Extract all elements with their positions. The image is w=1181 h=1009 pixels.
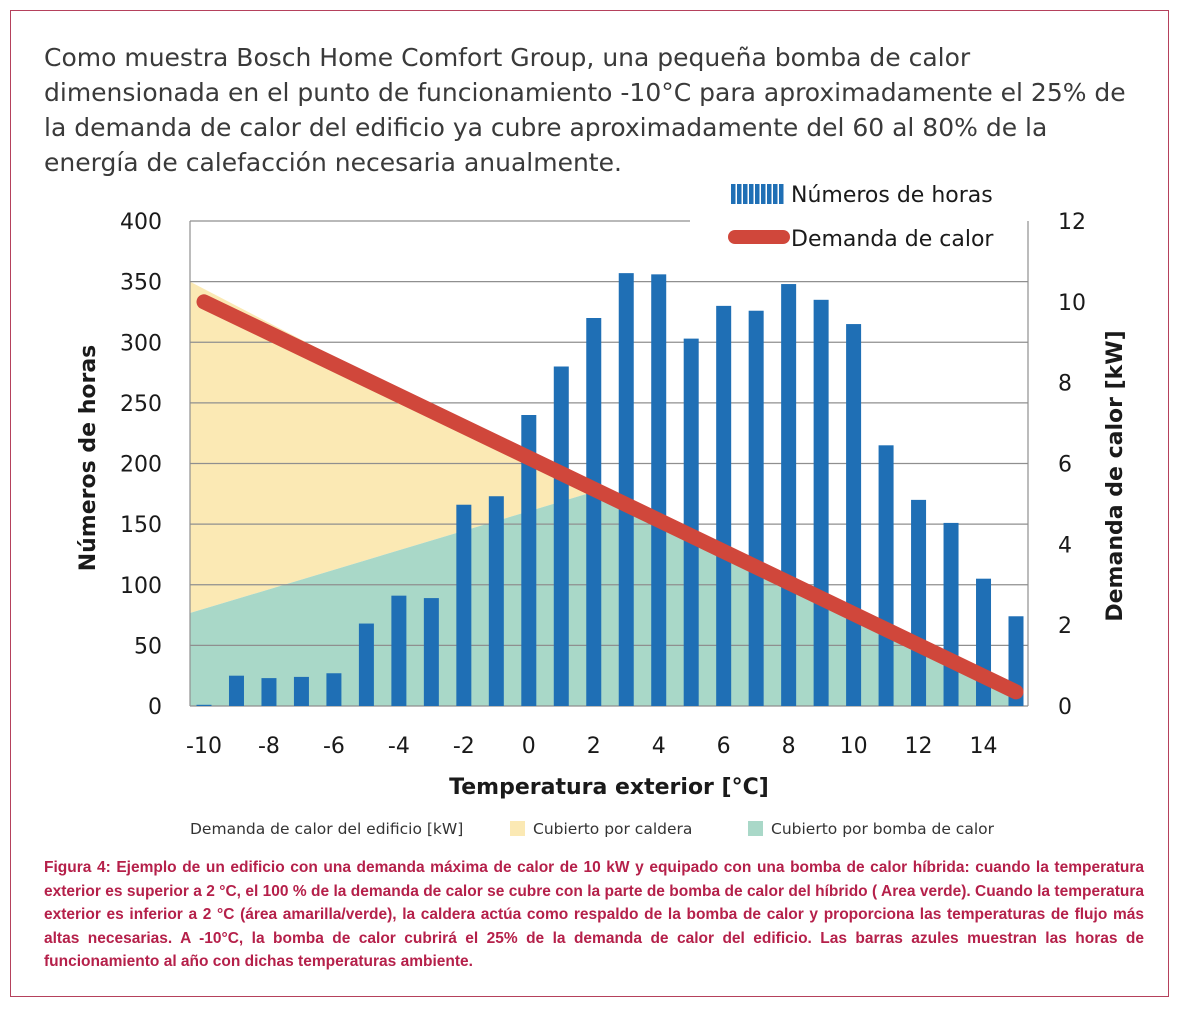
bar--4 bbox=[391, 595, 407, 706]
x-tick-label: 12 bbox=[905, 734, 933, 759]
hours-bars bbox=[196, 273, 1024, 706]
legend-demand-label: Demanda de calor bbox=[791, 227, 994, 252]
bar--3 bbox=[423, 598, 439, 706]
bar-1 bbox=[553, 366, 569, 706]
legend-hours-swatch bbox=[773, 184, 778, 204]
figure-caption: Figura 4: Ejemplo de un edificio con una… bbox=[44, 856, 1144, 974]
caption-text: Ejemplo de un edificio con una demanda m… bbox=[44, 859, 1144, 970]
legend-bomba-label: Cubierto por bomba de calor bbox=[771, 820, 995, 838]
bar-9 bbox=[813, 299, 829, 706]
legend-hours-swatch bbox=[761, 184, 766, 204]
x-axis-title: Temperatura exterior [°C] bbox=[449, 775, 769, 800]
bar-2 bbox=[586, 318, 602, 706]
legend-hours-swatch bbox=[755, 184, 760, 204]
legend-item-hours: Números de horas bbox=[731, 183, 993, 208]
legend-bomba-swatch bbox=[748, 821, 763, 836]
bar-5 bbox=[683, 338, 699, 706]
legend-hours-swatch bbox=[749, 184, 754, 204]
bar--6 bbox=[326, 673, 342, 706]
bar--8 bbox=[261, 678, 277, 706]
x-tick-label: 14 bbox=[970, 734, 998, 759]
y-tick-label: 400 bbox=[120, 210, 162, 235]
y2-tick-label: 8 bbox=[1058, 372, 1072, 397]
bar-4 bbox=[651, 274, 667, 706]
x-tick-label: -2 bbox=[453, 734, 475, 759]
y2-tick-label: 10 bbox=[1058, 291, 1086, 316]
legend-top: Números de horas Demanda de calor bbox=[728, 183, 994, 252]
y2-tick-label: 6 bbox=[1058, 453, 1072, 478]
area-cubierto-por-caldera bbox=[190, 281, 594, 614]
bar--9 bbox=[228, 675, 244, 706]
x-tick-label: -8 bbox=[258, 734, 280, 759]
x-tick-label: -4 bbox=[388, 734, 410, 759]
x-tick-label: -10 bbox=[186, 734, 222, 759]
legend-hours-swatch bbox=[731, 184, 736, 204]
heat-demand-line bbox=[196, 294, 1024, 700]
heat-demand-series bbox=[196, 294, 1024, 700]
legend-hours-swatch bbox=[779, 184, 784, 204]
bar-3 bbox=[618, 273, 634, 706]
x-tick-label: 6 bbox=[717, 734, 731, 759]
x-tick-label: 0 bbox=[522, 734, 536, 759]
bar--5 bbox=[358, 623, 374, 706]
x-tick-label: 4 bbox=[652, 734, 666, 759]
bar-11 bbox=[878, 445, 894, 706]
caption-lead: Figura 4: bbox=[44, 859, 111, 876]
legend-hours-swatch bbox=[737, 184, 742, 204]
y-tick-label: 50 bbox=[134, 634, 162, 659]
bar-6 bbox=[716, 305, 732, 706]
x-tick-label: 2 bbox=[587, 734, 601, 759]
y-tick-label: 300 bbox=[120, 331, 162, 356]
x-tick-label: -6 bbox=[323, 734, 345, 759]
bar-8 bbox=[781, 284, 797, 706]
legend-item-demand: Demanda de calor bbox=[728, 227, 994, 252]
y-tick-label: 250 bbox=[120, 392, 162, 417]
y-tick-label: 100 bbox=[120, 574, 162, 599]
bar--1 bbox=[488, 496, 504, 706]
y2-axis-title: Demanda de calor [kW] bbox=[1103, 330, 1128, 621]
y2-tick-label: 2 bbox=[1058, 614, 1072, 639]
bar-12 bbox=[911, 499, 927, 706]
x-tick-label: 8 bbox=[782, 734, 796, 759]
legend-bottom: Demanda de calor del edificio [kW] Cubier… bbox=[190, 820, 995, 838]
bar--10 bbox=[196, 704, 212, 706]
y2-tick-label: 4 bbox=[1058, 533, 1072, 558]
bar-7 bbox=[748, 310, 764, 706]
y-tick-label: 0 bbox=[148, 695, 162, 720]
bar-10 bbox=[846, 324, 862, 706]
y-tick-label: 150 bbox=[120, 513, 162, 538]
legend-hours-swatch bbox=[767, 184, 772, 204]
y-axis-title: Números de horas bbox=[76, 345, 101, 572]
legend-hours-label: Números de horas bbox=[791, 183, 993, 208]
y-tick-label: 200 bbox=[120, 453, 162, 478]
bar-0 bbox=[521, 415, 537, 706]
y2-tick-label: 0 bbox=[1058, 695, 1072, 720]
legend-caldera-label: Cubierto por caldera bbox=[533, 820, 692, 838]
legend-caldera-swatch bbox=[510, 821, 525, 836]
legend-hours-swatch bbox=[743, 184, 748, 204]
bar--7 bbox=[293, 676, 309, 706]
bar--2 bbox=[456, 504, 472, 706]
bar-13 bbox=[943, 522, 959, 706]
intro-text: Como muestra Bosch Home Comfort Group, u… bbox=[44, 43, 1126, 177]
y2-tick-label: 12 bbox=[1058, 210, 1086, 235]
legend-building-demand-label: Demanda de calor del edificio [kW] bbox=[190, 820, 463, 838]
y-tick-label: 350 bbox=[120, 271, 162, 296]
x-tick-label: 10 bbox=[840, 734, 868, 759]
